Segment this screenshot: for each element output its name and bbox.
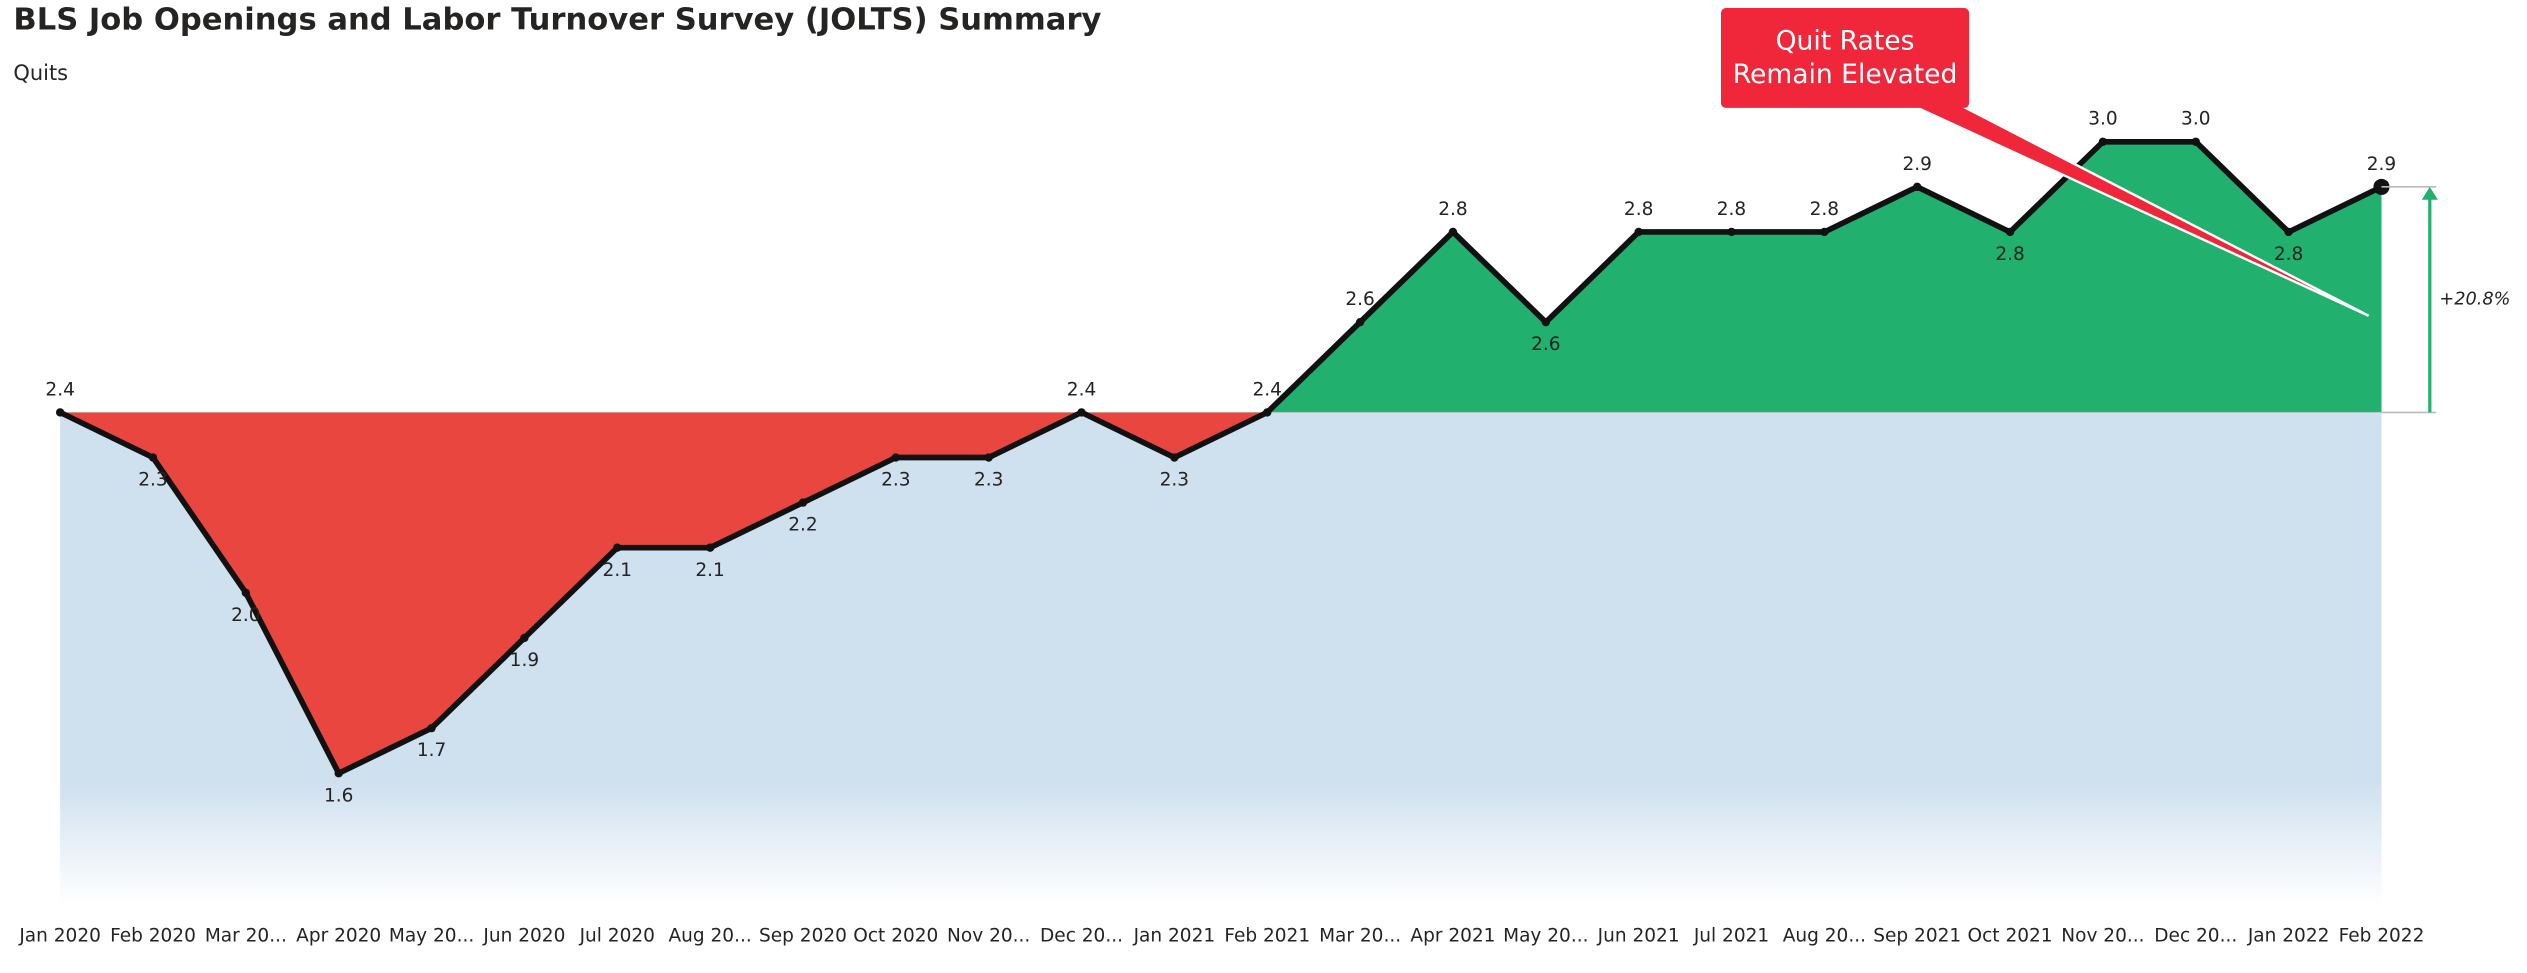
data-label: 2.6: [1531, 334, 1560, 355]
area-below: [60, 412, 2382, 774]
x-tick-label: Sep 2020: [759, 925, 847, 946]
data-label: 2.4: [1067, 379, 1096, 400]
x-tick-label: Jul 2021: [1693, 925, 1769, 946]
plot-area: 2.4 Jan 2020 2.3 Feb 2020 2.0 Mar 20... 1.6 Apr…: [18, 8, 2510, 946]
point: [984, 453, 993, 462]
data-label: 2.1: [695, 560, 724, 581]
data-label: 2.1: [603, 560, 632, 581]
data-label: 2.3: [974, 470, 1003, 491]
point: [1541, 317, 1550, 327]
data-label: 2.9: [2367, 154, 2396, 175]
data-label: 2.8: [1810, 199, 1839, 220]
data-label: 2.2: [788, 515, 817, 536]
point: [798, 498, 808, 507]
change-arrowhead: [2421, 186, 2438, 200]
point: [1448, 227, 1458, 237]
x-tick-label: Dec 20...: [1040, 925, 1123, 946]
point: [2191, 137, 2200, 146]
point: [1913, 182, 1922, 192]
data-label: 2.3: [881, 470, 910, 491]
x-tick-label: Oct 2020: [853, 925, 938, 946]
x-tick-label: May 20...: [1503, 925, 1588, 946]
x-tick-label: Jun 2021: [1597, 925, 1680, 946]
x-tick-label: Jan 2021: [1133, 925, 1216, 946]
data-label: 1.7: [417, 740, 446, 761]
data-label: 2.4: [45, 379, 74, 400]
x-tick-label: Jan 2020: [18, 925, 101, 946]
point: [148, 453, 158, 462]
data-label: 3.0: [2088, 109, 2117, 130]
point: [1170, 453, 1179, 462]
data-label: 1.9: [510, 650, 539, 671]
point: [2005, 227, 2015, 237]
point: [1355, 317, 1365, 327]
data-label: 3.0: [2181, 109, 2210, 130]
point: [1634, 227, 1643, 237]
x-tick-label: Apr 2021: [1410, 925, 1495, 946]
x-tick-label: Dec 20...: [2154, 925, 2237, 946]
x-tick-label: Feb 2020: [110, 925, 196, 946]
point: [520, 633, 529, 643]
x-tick-label: Jan 2022: [2247, 925, 2330, 946]
data-label: 2.0: [231, 605, 260, 626]
data-label: 1.6: [324, 785, 353, 806]
chart-title: BLS Job Openings and Labor Turnover Surv…: [13, 2, 1101, 37]
x-tick-label: Mar 20...: [1319, 925, 1401, 946]
x-tick-label: Apr 2020: [296, 925, 381, 946]
data-label: 2.8: [1995, 244, 2024, 265]
callout-box: [1721, 8, 1970, 108]
x-tick-label: Jul 2020: [579, 925, 655, 946]
data-label: 2.8: [2274, 244, 2303, 265]
x-tick-label: May 20...: [389, 925, 474, 946]
area-above: [60, 141, 2382, 413]
point: [2284, 227, 2293, 237]
point: [2098, 137, 2108, 146]
x-tick-label: Nov 20...: [947, 925, 1030, 946]
point: [613, 543, 622, 552]
x-tick-label: Jun 2020: [482, 925, 565, 946]
data-label: 2.8: [1624, 199, 1653, 220]
data-label: 2.6: [1345, 289, 1374, 310]
data-label: 2.8: [1717, 199, 1746, 220]
point: [1077, 408, 1086, 417]
point: [241, 588, 251, 598]
data-label: 2.9: [1902, 154, 1931, 175]
data-label: 2.4: [1253, 379, 1282, 400]
point: [427, 723, 436, 733]
x-tick-label: Mar 20...: [205, 925, 287, 946]
callout-text: Remain Elevated: [1733, 59, 1958, 90]
x-tick-label: Aug 20...: [1783, 925, 1866, 946]
x-tick-label: Aug 20...: [668, 925, 751, 946]
data-label: 2.3: [1160, 470, 1189, 491]
callout-text: Quit Rates: [1776, 25, 1915, 56]
x-tick-label: Feb 2021: [1224, 925, 1310, 946]
point: [1820, 227, 1829, 237]
x-tick-label: Sep 2021: [1873, 925, 1961, 946]
line: [58, 138, 2383, 777]
data-label: 2.8: [1438, 199, 1467, 220]
data-label: 2.3: [138, 470, 167, 491]
point: [891, 453, 901, 462]
point: [705, 543, 715, 552]
point: [55, 408, 65, 417]
point: [1727, 227, 1736, 237]
point: [1263, 408, 1272, 417]
point: [334, 769, 343, 778]
x-tick-label: Oct 2021: [1968, 925, 2053, 946]
chart-subtitle: Quits: [13, 61, 68, 85]
change-label: +20.8%: [2439, 290, 2510, 310]
x-tick-label: Feb 2022: [2339, 925, 2425, 946]
x-tick-label: Nov 20...: [2061, 925, 2144, 946]
